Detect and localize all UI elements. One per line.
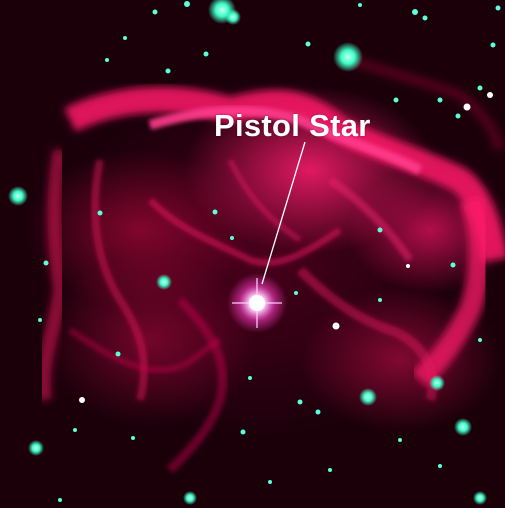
star-bright [156,274,172,290]
star [393,97,399,103]
star [490,42,496,48]
star [115,351,121,357]
star [437,97,443,103]
star-white [463,103,471,111]
star [184,1,190,7]
star [73,428,77,432]
pistol-star [227,273,287,333]
star [123,36,127,40]
pistol-star-label: Pistol Star [214,108,371,143]
star-bright [28,440,44,456]
star [97,210,103,216]
star [478,338,482,342]
star [297,399,303,405]
star-bright [183,491,197,505]
star-white [487,92,493,98]
star [412,9,418,15]
star [378,298,382,302]
star-bright [473,491,487,505]
star [105,58,109,62]
star-white [79,397,85,403]
star-bright [8,186,28,206]
star [495,5,501,11]
star [58,498,62,502]
star [203,51,209,57]
star [131,436,135,440]
star [43,260,49,266]
star [294,291,298,295]
star [328,468,332,472]
star [438,464,442,468]
star-bright [429,375,445,391]
star [455,113,461,119]
star-bright [359,388,377,406]
star-white [406,264,410,268]
star-bright [454,418,472,436]
star [38,318,42,322]
star [477,85,483,91]
star [358,3,362,7]
star [398,438,402,442]
label-pointer-line [261,141,306,285]
star [212,209,218,215]
star [315,409,321,415]
star [450,262,456,268]
star [377,227,383,233]
star [152,9,158,15]
star [230,236,234,240]
star [248,376,252,380]
star-bright [225,9,241,25]
star [240,429,246,435]
star [305,41,311,47]
star [268,480,272,484]
star [165,68,171,74]
star-bright [333,42,363,72]
nebula-arc-top [64,86,505,263]
nebula-arc-right [412,196,491,388]
star [422,15,428,21]
star-white [332,322,340,330]
